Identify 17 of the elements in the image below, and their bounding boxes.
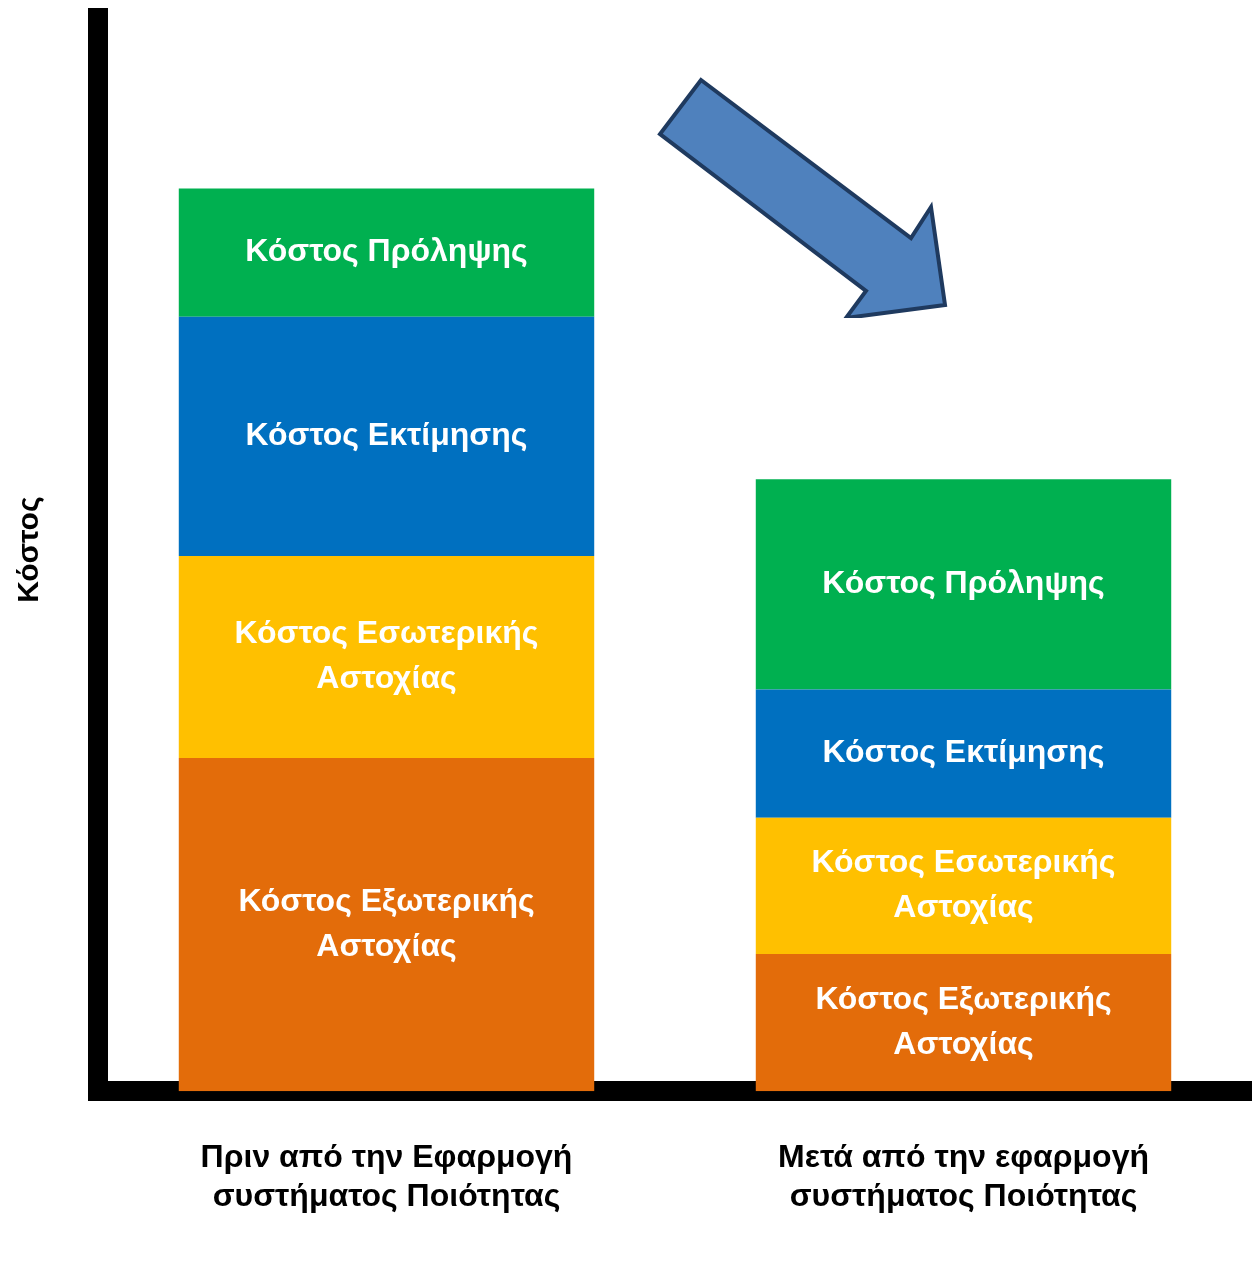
bar bbox=[755, 689, 1172, 818]
series-label: Κόστος Πρόληψης bbox=[245, 232, 528, 269]
text: Κόστος Εσωτερικής Αστοχίας bbox=[234, 614, 539, 696]
series-label: Κόστος Εκτίμησης bbox=[822, 733, 1105, 770]
series-label: Κόστος Εξωτερικής Αστοχίας bbox=[815, 979, 1112, 1061]
bar bbox=[178, 316, 595, 556]
text: Κόστος Εξωτερικής Αστοχίας bbox=[238, 881, 535, 963]
series-label: Κόστος Εσωτερικής Αστοχίας bbox=[811, 843, 1116, 925]
x-tick-label: Μετά από την εφαρμογή συστήματος Ποιότητας bbox=[778, 1138, 1149, 1213]
bar bbox=[755, 817, 1172, 954]
bar bbox=[178, 188, 595, 317]
y-axis-title: Κόστος bbox=[11, 496, 45, 603]
text: Κόστος Πρόληψης bbox=[822, 564, 1105, 601]
bar bbox=[178, 555, 595, 759]
x-tick-label: Πριν από την Εφαρμογή συστήματος Ποιότητας bbox=[200, 1138, 573, 1213]
bar bbox=[755, 479, 1172, 690]
text: Κόστος Εκτίμησης bbox=[245, 416, 528, 453]
